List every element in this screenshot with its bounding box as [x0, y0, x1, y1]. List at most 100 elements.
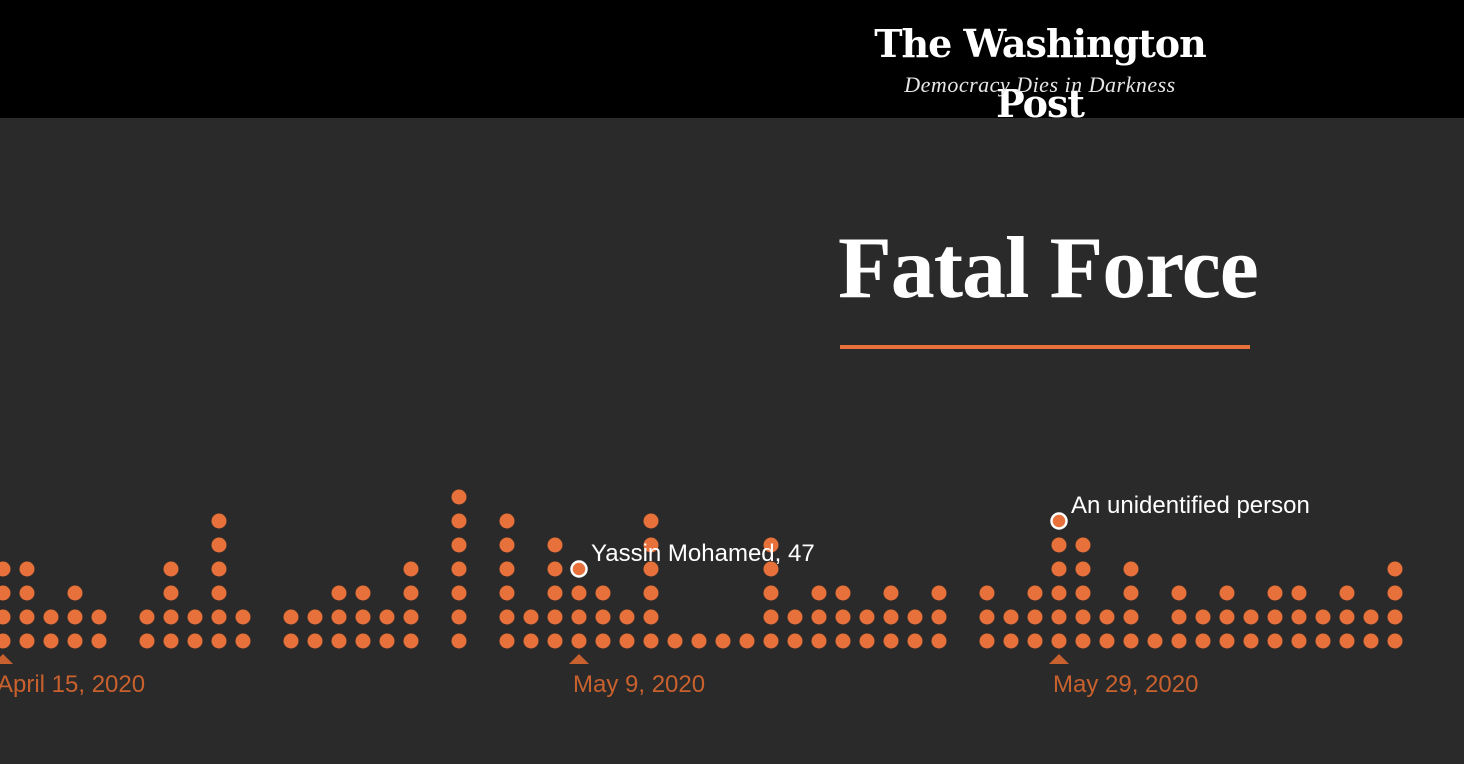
incident-dot[interactable] [1051, 585, 1067, 601]
incident-dot[interactable] [0, 609, 11, 625]
incident-dot[interactable] [859, 633, 875, 649]
incident-dot[interactable] [19, 561, 35, 577]
incident-dot[interactable] [379, 633, 395, 649]
incident-dot[interactable] [1075, 585, 1091, 601]
incident-dot[interactable] [187, 633, 203, 649]
incident-dot[interactable] [1219, 609, 1235, 625]
highlighted-incident-dot[interactable] [1050, 512, 1068, 530]
incident-dot[interactable] [499, 633, 515, 649]
incident-dot[interactable] [19, 633, 35, 649]
incident-dot[interactable] [0, 585, 11, 601]
incident-dot[interactable] [1051, 561, 1067, 577]
incident-dot[interactable] [187, 609, 203, 625]
incident-dot[interactable] [1291, 633, 1307, 649]
incident-dot[interactable] [499, 513, 515, 529]
incident-dot[interactable] [1171, 633, 1187, 649]
incident-dot[interactable] [379, 609, 395, 625]
incident-dot[interactable] [835, 585, 851, 601]
incident-dot[interactable] [595, 633, 611, 649]
incident-dot[interactable] [523, 633, 539, 649]
incident-dot[interactable] [1051, 609, 1067, 625]
incident-dot[interactable] [547, 633, 563, 649]
incident-dot[interactable] [1219, 585, 1235, 601]
incident-dot[interactable] [451, 585, 467, 601]
incident-dot[interactable] [835, 609, 851, 625]
incident-dot[interactable] [163, 585, 179, 601]
incident-dot[interactable] [883, 585, 899, 601]
incident-dot[interactable] [451, 489, 467, 505]
incident-dot[interactable] [499, 585, 515, 601]
incident-dot[interactable] [163, 633, 179, 649]
incident-dot[interactable] [1075, 609, 1091, 625]
incident-dot[interactable] [1003, 633, 1019, 649]
incident-dot[interactable] [1387, 633, 1403, 649]
incident-dot[interactable] [211, 609, 227, 625]
incident-dot[interactable] [643, 537, 659, 553]
incident-dot[interactable] [763, 633, 779, 649]
incident-dot[interactable] [451, 537, 467, 553]
incident-dot[interactable] [931, 633, 947, 649]
incident-dot[interactable] [1027, 633, 1043, 649]
incident-dot[interactable] [1123, 561, 1139, 577]
incident-dot[interactable] [1339, 585, 1355, 601]
incident-dot[interactable] [1171, 585, 1187, 601]
incident-dot[interactable] [1123, 585, 1139, 601]
incident-dot[interactable] [67, 633, 83, 649]
incident-dot[interactable] [307, 633, 323, 649]
incident-dot[interactable] [571, 633, 587, 649]
incident-dot[interactable] [211, 633, 227, 649]
washington-post-logo[interactable]: The Washington Post [874, 21, 1207, 126]
incident-dot[interactable] [451, 561, 467, 577]
incident-dot[interactable] [643, 609, 659, 625]
incident-dot[interactable] [283, 609, 299, 625]
incident-dot[interactable] [1267, 609, 1283, 625]
incident-dot[interactable] [1387, 585, 1403, 601]
incident-dot[interactable] [715, 633, 731, 649]
incident-dot[interactable] [499, 537, 515, 553]
incident-dot[interactable] [211, 513, 227, 529]
incident-dot[interactable] [667, 633, 683, 649]
incident-dot[interactable] [1339, 609, 1355, 625]
incident-dot[interactable] [571, 585, 587, 601]
incident-dot[interactable] [43, 609, 59, 625]
incident-dot[interactable] [859, 609, 875, 625]
incident-dot[interactable] [523, 609, 539, 625]
incident-dot[interactable] [331, 633, 347, 649]
incident-dot[interactable] [91, 633, 107, 649]
incident-dot[interactable] [763, 609, 779, 625]
incident-dot[interactable] [1363, 609, 1379, 625]
incident-dot[interactable] [1387, 609, 1403, 625]
incident-dot[interactable] [883, 633, 899, 649]
incident-dot[interactable] [811, 585, 827, 601]
incident-dot[interactable] [235, 609, 251, 625]
incident-dot[interactable] [139, 609, 155, 625]
incident-dot[interactable] [763, 561, 779, 577]
incident-dot[interactable] [1363, 633, 1379, 649]
incident-dot[interactable] [763, 585, 779, 601]
incident-dot[interactable] [403, 633, 419, 649]
incident-dot[interactable] [67, 585, 83, 601]
incident-dot[interactable] [907, 633, 923, 649]
incident-dot[interactable] [979, 585, 995, 601]
incident-dot[interactable] [619, 633, 635, 649]
incident-dot[interactable] [1291, 609, 1307, 625]
incident-dot[interactable] [403, 561, 419, 577]
incident-dot[interactable] [1171, 609, 1187, 625]
incident-dot[interactable] [19, 585, 35, 601]
incident-dot[interactable] [163, 561, 179, 577]
incident-dot[interactable] [1123, 609, 1139, 625]
incident-dot[interactable] [691, 633, 707, 649]
incident-dot[interactable] [499, 561, 515, 577]
incident-dot[interactable] [571, 609, 587, 625]
incident-dot[interactable] [595, 585, 611, 601]
incident-dot[interactable] [1027, 585, 1043, 601]
incident-dot[interactable] [0, 561, 11, 577]
incident-dot[interactable] [1195, 609, 1211, 625]
incident-dot[interactable] [907, 609, 923, 625]
incident-dot[interactable] [739, 633, 755, 649]
incident-dot[interactable] [331, 585, 347, 601]
incident-dot[interactable] [451, 609, 467, 625]
incident-dot[interactable] [19, 609, 35, 625]
incident-dot[interactable] [1387, 561, 1403, 577]
incident-dot[interactable] [1003, 609, 1019, 625]
